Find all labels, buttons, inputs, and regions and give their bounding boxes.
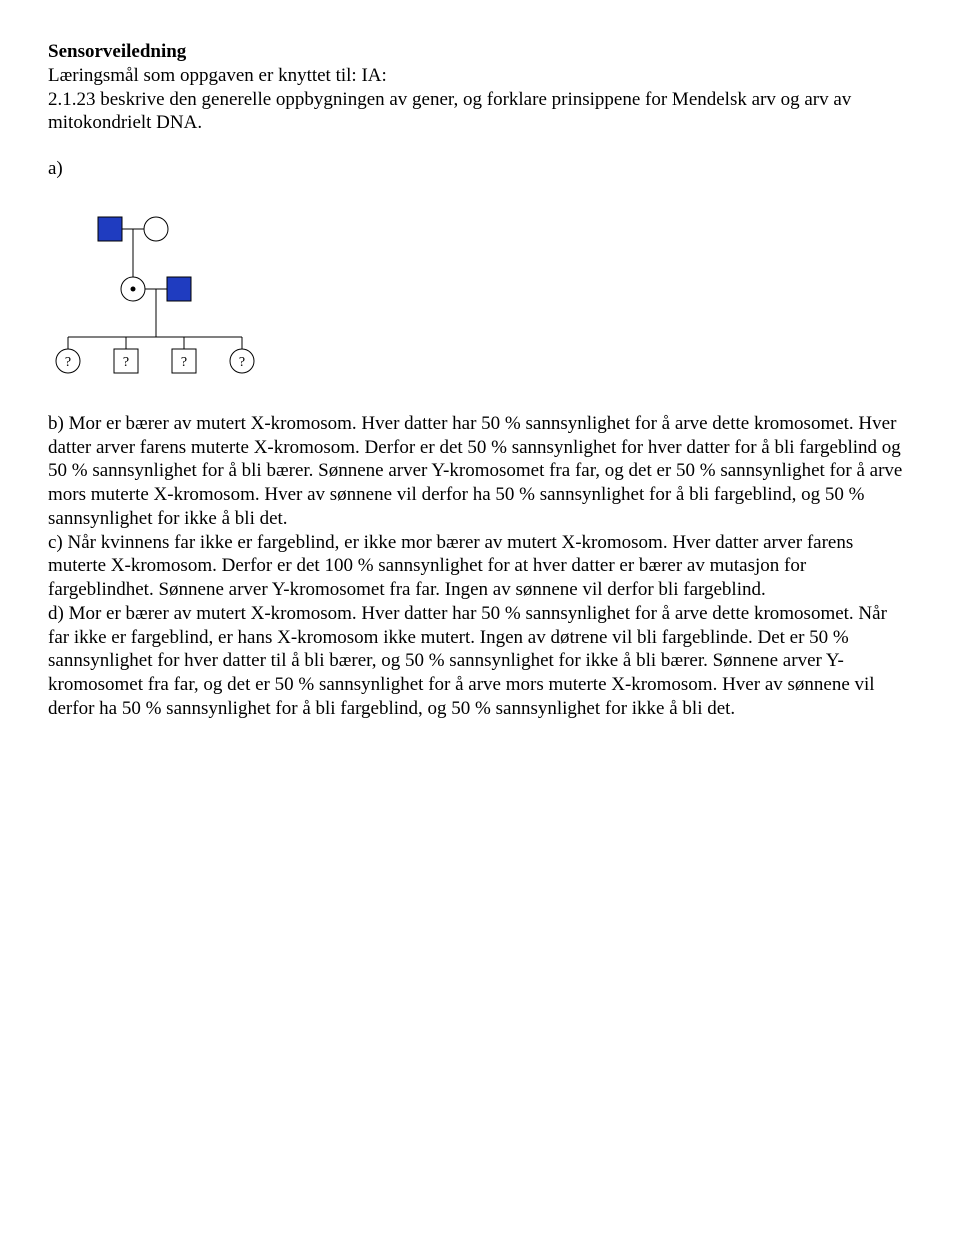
- intro-goal: 2.1.23 beskrive den generelle oppbygning…: [48, 88, 912, 136]
- intro-line: Læringsmål som oppgaven er knyttet til: …: [48, 64, 912, 88]
- section-a-label: a): [48, 157, 912, 181]
- pedigree-diagram: ????: [48, 199, 912, 384]
- svg-text:?: ?: [181, 355, 187, 370]
- answer-b: b) Mor er bærer av mutert X-kromosom. Hv…: [48, 412, 912, 531]
- svg-text:?: ?: [239, 355, 245, 370]
- svg-text:?: ?: [65, 355, 71, 370]
- svg-text:?: ?: [123, 355, 129, 370]
- answer-c: c) Når kvinnens far ikke er fargeblind, …: [48, 531, 912, 602]
- heading: Sensorveiledning: [48, 40, 912, 64]
- answer-d: d) Mor er bærer av mutert X-kromosom. Hv…: [48, 602, 912, 721]
